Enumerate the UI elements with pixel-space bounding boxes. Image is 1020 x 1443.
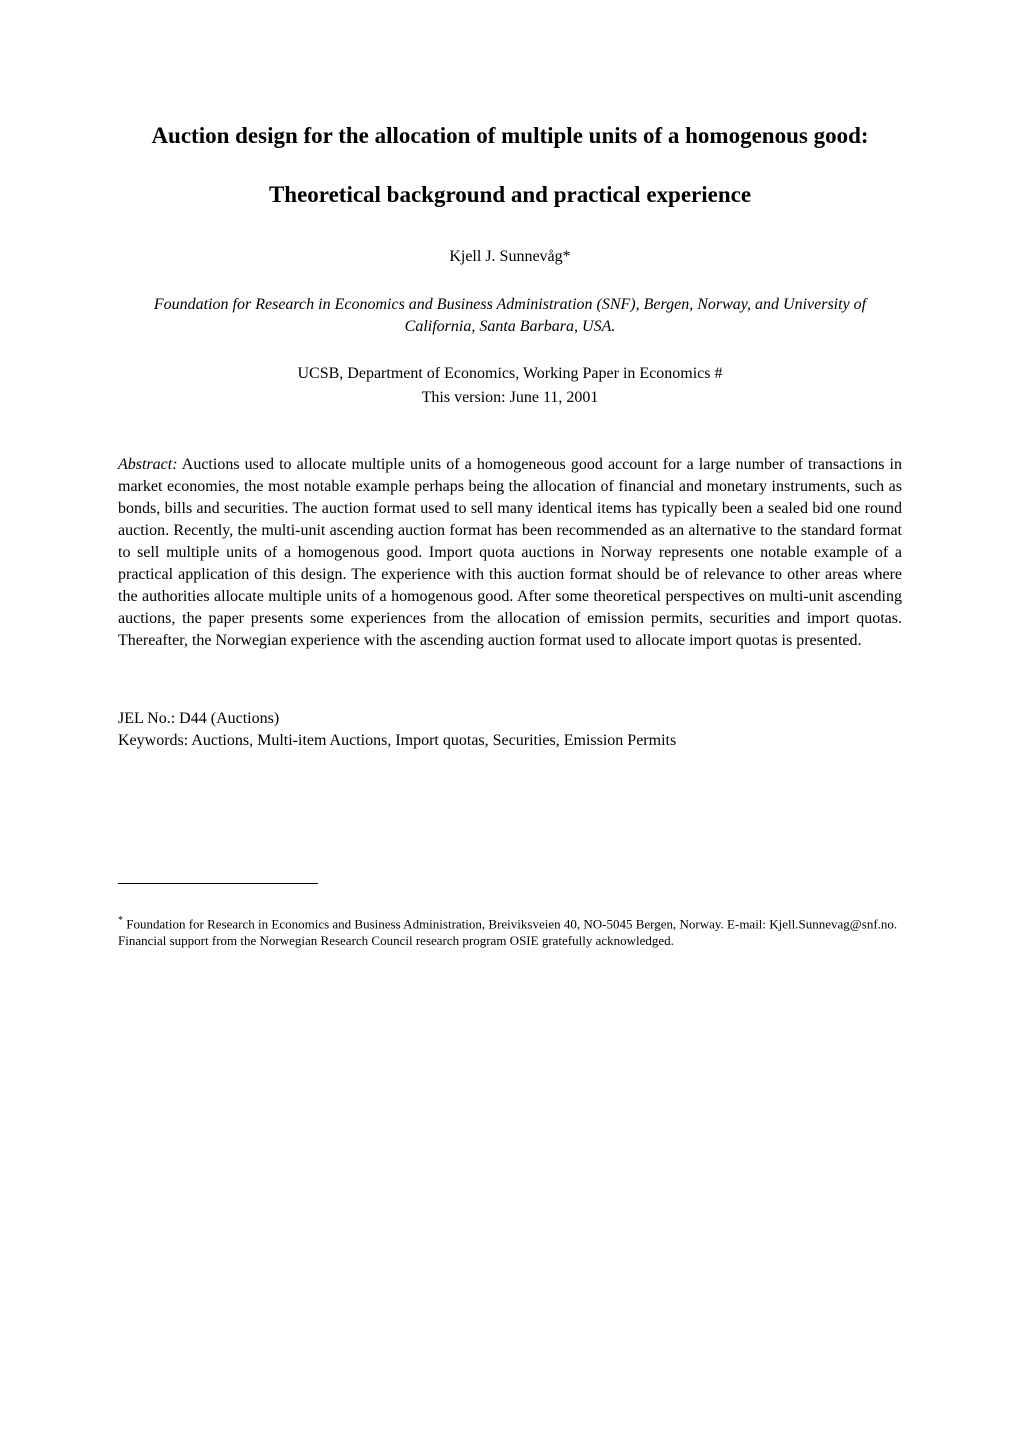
abstract-paragraph: Abstract: Auctions used to allocate mult… [118,454,902,653]
paper-subtitle: Theoretical background and practical exp… [118,179,902,210]
version-line: This version: June 11, 2001 [118,387,902,409]
author-affiliation: Foundation for Research in Economics and… [118,294,902,339]
footnote-divider [118,883,318,884]
jel-classification: JEL No.: D44 (Auctions) [118,708,902,730]
abstract-label: Abstract: [118,456,178,473]
footnote-text: Foundation for Research in Economics and… [118,916,897,949]
abstract-text: Auctions used to allocate multiple units… [118,456,902,650]
author-name: Kjell J. Sunnevåg* [118,248,902,266]
working-paper-line: UCSB, Department of Economics, Working P… [118,363,902,385]
keywords-line: Keywords: Auctions, Multi-item Auctions,… [118,730,902,752]
footnote: * Foundation for Research in Economics a… [118,914,902,950]
paper-title: Auction design for the allocation of mul… [118,120,902,151]
